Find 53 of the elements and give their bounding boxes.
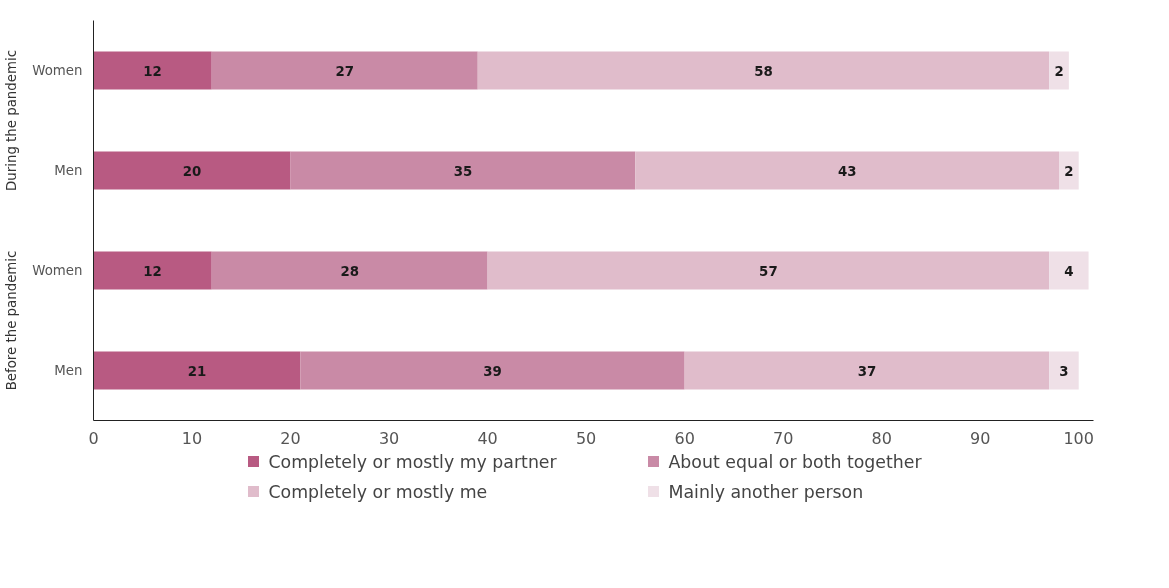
data-label: 4: [1064, 263, 1074, 279]
data-label: 35: [453, 163, 473, 179]
legend-label: Mainly another person: [668, 481, 864, 502]
bar: [635, 151, 1060, 190]
bar: [487, 251, 1050, 290]
data-label: 12: [143, 63, 162, 79]
x-tick-label: 80: [871, 428, 892, 448]
bar: [211, 251, 488, 290]
bar: [1049, 351, 1079, 390]
x-tick-label: 90: [970, 428, 991, 448]
bar: [300, 351, 685, 390]
data-label: 43: [837, 163, 857, 179]
bar: [1049, 51, 1069, 90]
data-label: 58: [754, 63, 773, 79]
bar: [93, 151, 291, 190]
data-label: 2: [1054, 63, 1064, 79]
data-label: 2: [1064, 163, 1074, 179]
data-label: 27: [335, 63, 355, 79]
bar: [1059, 151, 1079, 190]
data-label: 39: [483, 363, 502, 379]
x-tick-label: 20: [280, 428, 301, 448]
data-label: 20: [182, 163, 202, 179]
x-tick-label: 60: [674, 428, 695, 448]
data-label: 3: [1059, 363, 1069, 379]
x-tick-label: 10: [181, 428, 203, 448]
data-label: 28: [340, 263, 359, 279]
bar: [93, 251, 212, 290]
bar: [290, 151, 636, 190]
bar: [684, 351, 1050, 390]
data-label: 21: [187, 363, 207, 379]
data-label: 12: [143, 263, 162, 279]
bar: [93, 51, 212, 90]
legend-label: Completely or mostly my partner: [268, 451, 558, 472]
data-label: 57: [759, 263, 778, 279]
bar: [211, 51, 478, 90]
x-tick-label: 0: [88, 428, 99, 448]
data-label: 37: [857, 363, 877, 379]
x-tick-label: 50: [575, 428, 597, 448]
bar: [477, 51, 1050, 90]
y-tick-label: Men: [54, 363, 83, 378]
x-tick-label: 70: [772, 428, 794, 448]
text: Before the pandemic: [3, 250, 19, 391]
text: During the pandemic: [3, 50, 19, 191]
y-tick-label: Men: [54, 163, 83, 178]
x-tick-label: 30: [378, 428, 400, 448]
legend-label: Completely or mostly me: [268, 481, 488, 502]
bar: [93, 351, 301, 390]
legend-label: About equal or both together: [668, 451, 923, 472]
x-tick-label: 40: [477, 428, 498, 448]
x-tick-label: 100: [1063, 428, 1094, 448]
y-tick-label: Women: [32, 263, 83, 278]
bar: [1049, 251, 1089, 290]
y-tick-label: Women: [32, 63, 83, 78]
